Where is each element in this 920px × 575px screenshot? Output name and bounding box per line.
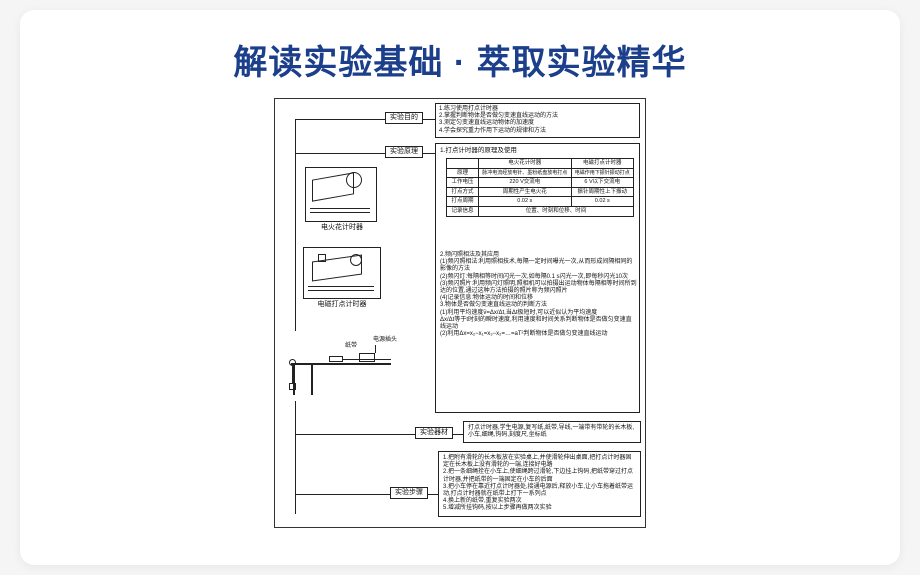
conn2-equipment [453, 434, 463, 435]
label-steps: 实验步骤 [390, 487, 428, 499]
conn-principle [295, 153, 385, 154]
r5c0: 记录信息 [447, 206, 479, 216]
r4c0: 打点周期 [447, 197, 479, 207]
sk-disc2 [350, 254, 362, 266]
r1c1: 脉冲电流经放电针、墨粉纸盘放电打点 [479, 168, 572, 178]
th-spark: 电火花计时器 [479, 159, 572, 169]
cap-plug: 电源插头 [373, 337, 397, 344]
strobe-7: Δx/Δt等于t时刻的瞬时速度,利用速度和时间关系判断物体是否做匀变速直线运动 [440, 317, 637, 331]
illus-em [303, 247, 381, 299]
sk-timer3 [359, 353, 375, 362]
principle-head: 1.打点计时器的原理及使用 [440, 147, 635, 155]
sk-disc1 [346, 172, 362, 188]
spine [295, 119, 296, 514]
r3c2: 振针周期性上下振动 [571, 187, 633, 197]
conn-steps [295, 494, 390, 495]
cap-spark: 电火花计时器 [297, 224, 387, 232]
r5c1: 位置、时刻和位移、时间 [479, 206, 634, 216]
sk-leg1 [293, 365, 295, 395]
purpose-4: 4.学会探究重力作用下运动的规律和方法 [439, 128, 636, 135]
purpose-3: 3.测定匀变速直线运动物体的加速度 [439, 120, 636, 127]
sk-tape3 [343, 359, 391, 360]
illus-spark [305, 167, 377, 222]
label-equipment: 实验器材 [415, 427, 453, 439]
diagram: 实验目的 实验原理 实验器材 实验步骤 1.练习使用打点计时器 2.掌握判断物体… [274, 98, 646, 528]
cap-em: 电磁打点计时器 [297, 301, 387, 309]
sk-tape2b [308, 290, 374, 291]
step-1: 1.把附有滑轮的长木板放在实验桌上,并使滑轮伸出桌面,把打点计时器固定在长木板上… [443, 455, 636, 469]
conn2-steps [428, 494, 438, 495]
r2c1: 220 V交流电 [479, 178, 572, 188]
label-principle: 实验原理 [385, 146, 423, 158]
th-em: 电磁打点计时器 [571, 159, 633, 169]
strobe-3: (3)频闪照片:利用频闪灯照明,照相机可以拍摄出运动物体每隔相等时间所到达的位置… [440, 281, 637, 295]
sk-pulley [289, 359, 296, 366]
step-5: 5.增减所挂钩码,按以上步骤再做两次实验 [443, 505, 636, 512]
sk-cart [329, 356, 343, 362]
strobe-1: (1)频闪照相法:利用照相技术,每隔一定时间曝光一次,从而形成间隔相同的影像的方… [440, 259, 637, 273]
timer-table: 电火花计时器 电磁打点计时器 原理 脉冲电流经放电针、墨粉纸盘放电打点 电磁作用… [446, 158, 634, 217]
conn-equipment [295, 434, 415, 435]
sk-leg2 [311, 365, 313, 395]
r3c1: 周期性产生电火花 [479, 187, 572, 197]
sk-tape1b [310, 212, 370, 213]
step-3: 3.把小车停在靠近打点计时器处,接通电源后,释放小车,让小车拖着纸带运动,打点计… [443, 484, 636, 498]
sk-string [292, 366, 293, 384]
step-2: 2.把一条细绳拴在小车上,使细绳跨过滑轮,下边挂上钩码,把纸带穿过打点计时器,并… [443, 469, 636, 483]
conn-purpose [295, 119, 385, 120]
sk-plank [291, 363, 391, 365]
r3c0: 打点方式 [447, 187, 479, 197]
page-title: 解读实验基础 · 萃取实验精华 [233, 35, 686, 84]
sk-tape2 [308, 286, 374, 287]
th-blank [447, 159, 479, 169]
r2c2: 6 V以下交流电 [571, 178, 633, 188]
strobe-2: (2)频闪灯:每隔相等时间闪光一次,如每隔0.1 s闪光一次,即每秒闪光10次 [440, 274, 637, 281]
principle-box: 1.打点计时器的原理及使用 电火花计时器 电磁打点计时器 原理 脉冲电流经放电针… [435, 143, 640, 413]
strobe-5: 3.物体是否做匀变速直线运动的判断方法 [440, 302, 637, 309]
r1c2: 电磁作用下振针振动打点 [571, 168, 633, 178]
r4c1: 0.02 s [479, 197, 572, 207]
equipment-box: 打点计时器,学生电源,复写纸,纸带,导线,一端带有带轮的长木板,小车,细绳,钩码… [463, 421, 641, 443]
conn2-purpose [423, 119, 435, 120]
label-purpose: 实验目的 [385, 112, 423, 124]
sk-mass [289, 383, 296, 390]
sk-plugline [375, 345, 376, 353]
r4c2: 0.02 s [571, 197, 633, 207]
sk-coil2 [318, 254, 326, 262]
equipment-text: 打点计时器,学生电源,复写纸,纸带,导线,一端带有带轮的长木板,小车,细绳,钩码… [468, 425, 634, 438]
r1c0: 原理 [447, 168, 479, 178]
strobe-8: (2)利用Δx=x₂−x₁=x₃−x₂=…=aT²判断物体是否做匀变速直线运动 [440, 331, 637, 338]
conn2-principle [423, 153, 435, 154]
illus-setup: 电源插头 纸带 [289, 331, 407, 401]
cap-tape: 纸带 [345, 343, 357, 350]
sk-tape1 [310, 208, 370, 209]
purpose-box: 1.练习使用打点计时器 2.掌握判断物体是否做匀变速直线运动的方法 3.测定匀变… [435, 103, 640, 138]
strobe-6: (1)利用平均速度v̄=Δx/Δt,当Δt极短时,可以近似认为平均速度 [440, 310, 637, 317]
steps-box: 1.把附有滑轮的长木板放在实验桌上,并使滑轮伸出桌面,把打点计时器固定在长木板上… [438, 451, 641, 517]
r2c0: 工作电压 [447, 178, 479, 188]
